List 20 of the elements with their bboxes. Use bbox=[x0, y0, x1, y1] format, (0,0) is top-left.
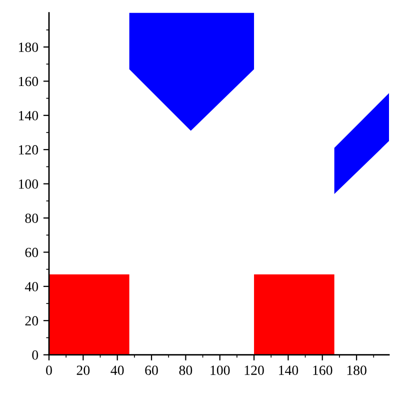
y-tick-label: 140 bbox=[18, 110, 38, 120]
y-tick-label: 80 bbox=[25, 214, 38, 223]
x-tick-label: 180 bbox=[347, 366, 366, 375]
y-tick-label: 180 bbox=[18, 42, 38, 52]
y-tick-label: 120 bbox=[18, 145, 38, 155]
x-tick-label: 0 bbox=[46, 366, 52, 375]
x-tick-label: 100 bbox=[210, 366, 230, 375]
x-tick-label: 80 bbox=[179, 366, 192, 375]
y-tick-label: 0 bbox=[32, 350, 38, 360]
x-tick-label: 140 bbox=[279, 366, 298, 375]
y-tick-label: 40 bbox=[24, 282, 38, 292]
x-tick-label: 40 bbox=[110, 366, 124, 375]
y-tick-label: 20 bbox=[25, 316, 38, 326]
y-tick-label: 100 bbox=[18, 179, 38, 189]
x-tick-label: 20 bbox=[76, 366, 90, 375]
x-tick-label: 60 bbox=[145, 366, 158, 375]
x-tick-label: 120 bbox=[244, 366, 264, 375]
x-tick-label: 160 bbox=[313, 366, 332, 375]
y-tick-label: 60 bbox=[25, 248, 38, 258]
y-tick-label: 160 bbox=[18, 76, 38, 86]
